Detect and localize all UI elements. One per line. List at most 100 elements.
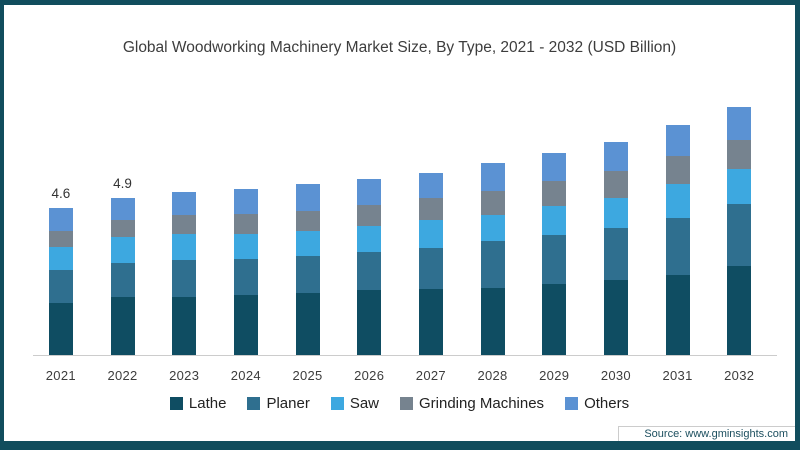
bar-segment-planer <box>172 260 197 297</box>
stacked-bar-2027 <box>418 172 443 355</box>
bar-segment-planer <box>233 259 258 296</box>
bar-slot-2032: 2032 <box>708 89 770 383</box>
legend-swatch-lathe <box>169 397 183 410</box>
legend-swatch-saw <box>330 397 344 410</box>
stacked-bar-2023 <box>172 191 197 355</box>
x-axis-label-2027: 2027 <box>415 368 446 383</box>
stack-area <box>215 89 277 355</box>
bar-segment-grinding-machines <box>665 156 690 184</box>
bar-segment-saw <box>110 237 135 263</box>
bar-segment-saw <box>418 220 443 249</box>
bar-segment-grinding-machines <box>418 198 443 221</box>
bar-segment-planer <box>295 255 320 293</box>
legend-label: Grinding Machines <box>419 395 545 412</box>
x-axis-label-2024: 2024 <box>230 368 261 383</box>
chart-title: Global Woodworking Machinery Market Size… <box>122 39 677 56</box>
x-axis-label-2032: 2032 <box>724 368 755 383</box>
legend-label: Planer <box>266 395 310 412</box>
bar-segment-lathe <box>727 266 752 355</box>
bar-segment-others <box>727 107 752 141</box>
bar-slot-2031: 2031 <box>647 89 709 383</box>
bar-segment-saw <box>48 246 73 270</box>
bar-segment-lathe <box>233 295 258 355</box>
x-axis-label-2030: 2030 <box>600 368 631 383</box>
stack-area <box>647 89 709 355</box>
bar-segment-saw <box>233 233 258 260</box>
legend-swatch-planer <box>247 397 261 410</box>
bar-segment-others <box>172 191 197 216</box>
bar-segment-others <box>665 124 690 157</box>
stack-area <box>708 89 770 355</box>
bar-slot-2025: 2025 <box>277 89 339 383</box>
source-attribution: Source: www.gminsights.com <box>644 428 788 440</box>
x-axis-label-2021: 2021 <box>45 368 76 383</box>
bar-segment-grinding-machines <box>480 191 505 215</box>
bars-container: 4.6 2021 4.9 2022 2023 2024 2025 2026 2027 2028 20… <box>30 89 770 383</box>
bar-segment-grinding-machines <box>48 230 73 247</box>
legend-swatch-grinding-machines <box>400 397 413 410</box>
bar-segment-planer <box>727 204 752 267</box>
stacked-bar-2029 <box>542 153 567 355</box>
legend-label: Saw <box>349 395 379 412</box>
bar-segment-others <box>603 142 628 171</box>
bar-segment-saw <box>542 205 567 236</box>
stack-area <box>153 89 215 355</box>
bar-segment-others <box>418 172 443 199</box>
bar-segment-lathe <box>295 292 320 355</box>
bar-slot-2029: 2029 <box>523 89 585 383</box>
x-axis-label-2022: 2022 <box>107 368 138 383</box>
legend: Lathe Planer Saw Grinding Machines Other… <box>4 395 795 412</box>
bar-segment-others <box>542 153 567 181</box>
bar-segment-lathe <box>172 296 197 355</box>
bar-segment-grinding-machines <box>603 170 628 198</box>
bar-segment-lathe <box>110 297 135 355</box>
x-axis-label-2023: 2023 <box>169 368 200 383</box>
bar-segment-others <box>480 162 505 192</box>
stacked-bar-2031 <box>665 124 690 355</box>
bar-segment-planer <box>480 241 505 288</box>
stacked-bar-2022 <box>110 198 135 355</box>
stack-area <box>523 89 585 355</box>
legend-label: Lathe <box>188 395 227 412</box>
bar-segment-planer <box>542 235 567 285</box>
bar-slot-2024: 2024 <box>215 89 277 383</box>
bar-segment-others <box>110 198 135 221</box>
bar-slot-2030: 2030 <box>585 89 647 383</box>
x-axis-label-2029: 2029 <box>539 368 570 383</box>
bar-segment-lathe <box>48 303 73 355</box>
bar-slot-2023: 2023 <box>153 89 215 383</box>
bar-segment-others <box>48 207 73 231</box>
bar-segment-grinding-machines <box>172 215 197 235</box>
stacked-bar-2030 <box>603 142 628 355</box>
bar-segment-saw <box>357 225 382 253</box>
stack-area <box>462 89 524 355</box>
stack-area: 4.6 <box>30 89 92 355</box>
bar-segment-grinding-machines <box>542 180 567 206</box>
x-axis-label-2028: 2028 <box>477 368 508 383</box>
stacked-bar-2021 <box>48 207 73 355</box>
stacked-bar-2026 <box>357 179 382 355</box>
source-box: Source: www.gminsights.com <box>618 426 795 441</box>
bar-segment-saw <box>603 197 628 228</box>
legend-label: Others <box>584 395 630 412</box>
legend-item-others: Others <box>565 395 629 412</box>
bar-segment-saw <box>665 183 690 219</box>
bar-segment-others <box>233 188 258 215</box>
bar-segment-others <box>295 183 320 211</box>
x-axis-label-2026: 2026 <box>354 368 385 383</box>
bar-slot-2028: 2028 <box>462 89 524 383</box>
bar-segment-planer <box>665 218 690 275</box>
bar-segment-lathe <box>480 287 505 355</box>
bar-segment-grinding-machines <box>233 214 258 234</box>
bar-segment-lathe <box>665 274 690 355</box>
x-axis-label-2031: 2031 <box>662 368 693 383</box>
bar-slot-2021: 4.6 2021 <box>30 89 92 383</box>
legend-item-lathe: Lathe <box>169 395 227 412</box>
legend-item-grinding-machines: Grinding Machines <box>400 395 544 412</box>
legend-item-planer: Planer <box>247 395 310 412</box>
stacked-bar-2024 <box>233 188 258 355</box>
x-axis-line <box>33 355 777 356</box>
bar-segment-grinding-machines <box>110 220 135 238</box>
bar-segment-lathe <box>542 284 567 355</box>
